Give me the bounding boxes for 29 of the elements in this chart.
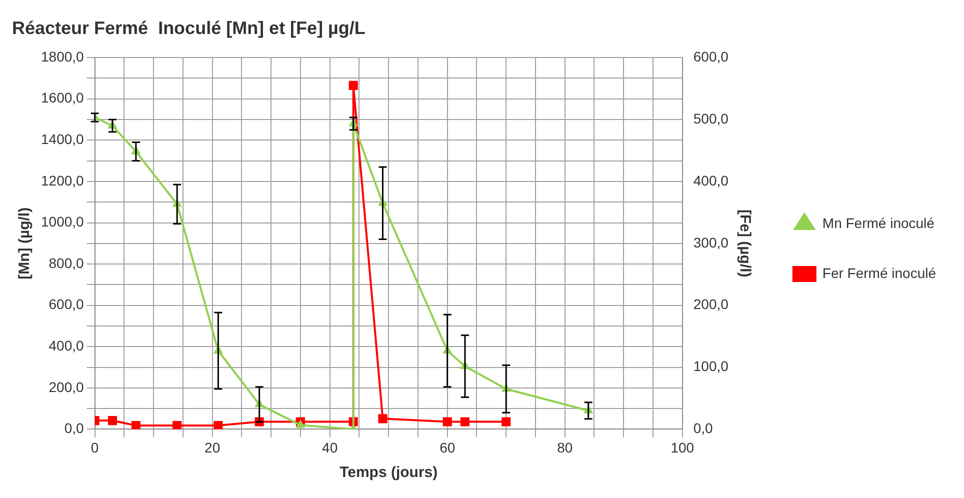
x-tick-label: 0 — [90, 439, 99, 456]
y-tick-label: 600,0 — [48, 296, 84, 312]
x-tick-label: 100 — [670, 439, 694, 456]
y2-tick-label: 600,0 — [693, 48, 729, 64]
x-tick-label: 80 — [557, 439, 573, 456]
x-tick-label: 40 — [322, 439, 338, 456]
y2-tick-label: 500,0 — [693, 110, 729, 126]
y-tick-label: 1000,0 — [40, 214, 84, 230]
y-tick-label: 1800,0 — [40, 48, 84, 64]
y2-axis-title: [Fe] (µg/l) — [736, 210, 754, 278]
y-tick-label: 800,0 — [48, 254, 84, 271]
y2-tick-label: 0,0 — [693, 420, 714, 436]
x-tick-label: 20 — [204, 439, 220, 456]
x-tick-label: 60 — [440, 439, 456, 456]
y2-tick-label: 400,0 — [693, 172, 729, 188]
x-axis-title: Temps (jours) — [340, 464, 438, 482]
y-tick-label: 400,0 — [48, 337, 84, 354]
y-axis-title: [Mn] (µg/l) — [16, 207, 34, 280]
y-tick-label: 1400,0 — [40, 131, 84, 148]
chart-title: Réacteur Fermé Inoculé [Mn] et [Fe] µg/L — [12, 18, 366, 38]
y-tick-label: 200,0 — [48, 378, 84, 395]
y-tick-label: 1200,0 — [40, 172, 84, 188]
y2-tick-label: 200,0 — [693, 296, 729, 312]
y-tick-label: 0,0 — [64, 420, 84, 436]
y-tick-label: 1600,0 — [40, 90, 84, 106]
y2-tick-label: 100,0 — [693, 358, 729, 374]
y2-tick-label: 300,0 — [693, 234, 729, 250]
legend-label: Mn Fermé inoculé — [822, 214, 935, 231]
legend-label: Fer Fermé inoculé — [822, 264, 936, 281]
